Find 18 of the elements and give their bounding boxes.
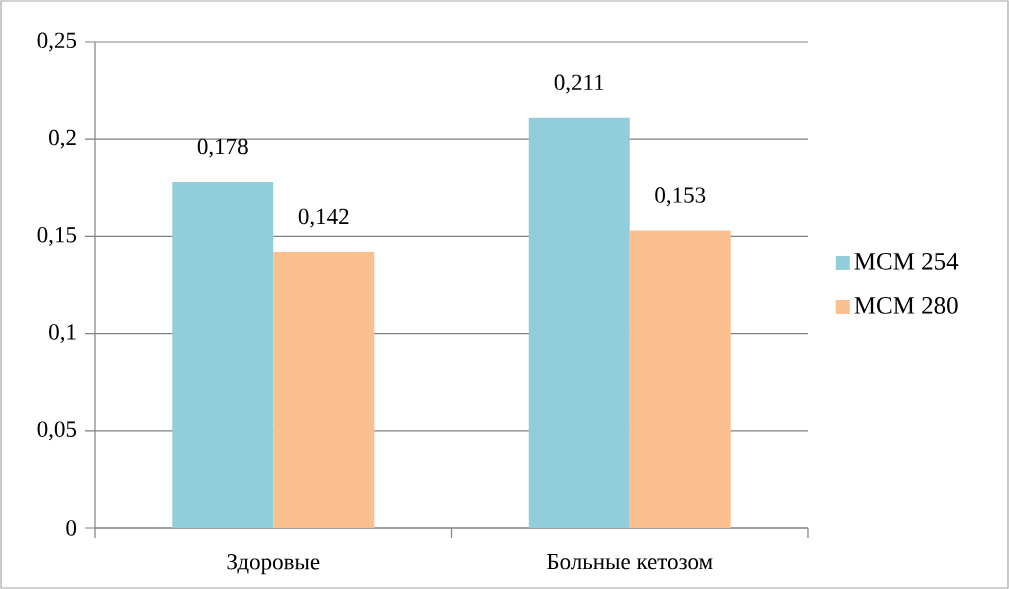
bar bbox=[172, 181, 274, 528]
bar bbox=[273, 251, 375, 528]
data-label: 0,142 bbox=[298, 208, 349, 228]
y-tick-label: 0,15 bbox=[37, 226, 77, 246]
data-label: 0,178 bbox=[197, 138, 248, 158]
legend-label: MCM 280 bbox=[854, 296, 958, 314]
y-tick-label: 0 bbox=[66, 520, 77, 536]
bar bbox=[629, 230, 731, 528]
y-tick-label: 0,05 bbox=[37, 421, 77, 441]
x-tick-label: Больные кетозом bbox=[547, 554, 713, 570]
legend-label: MCM 254 bbox=[854, 252, 959, 270]
x-tick-label: Здоровые bbox=[227, 554, 320, 575]
y-tick-label: 0,25 bbox=[37, 32, 77, 52]
data-label: 0,211 bbox=[554, 74, 604, 94]
bar bbox=[528, 117, 630, 528]
data-label: 0,153 bbox=[655, 187, 706, 207]
y-tick-label: 0,2 bbox=[49, 129, 76, 149]
y-tick-label: 0,1 bbox=[49, 324, 76, 344]
